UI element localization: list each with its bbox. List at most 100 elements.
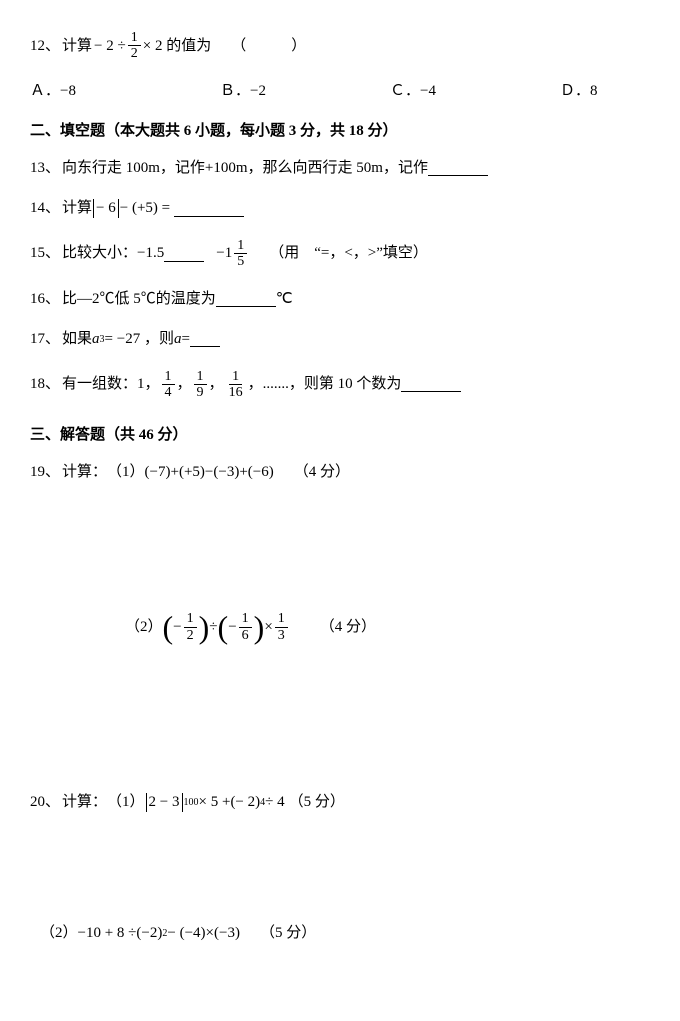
q20-abs: 2 − 3 [146, 793, 183, 813]
q17-var: a [92, 328, 100, 351]
q15-frac-den: 5 [234, 254, 247, 269]
q18-frac3: 1 16 [226, 369, 246, 401]
workspace-19-2 [30, 661, 650, 791]
q18-frac2: 1 9 [194, 369, 207, 401]
q13-text: 向东行走 100m，记作+100m，那么向西行走 50m，记作 [62, 157, 428, 180]
lparen2-icon: ( [218, 611, 229, 643]
section-2-header: 二、填空题（本大题共 6 小题，每小题 3 分，共 18 分） [30, 120, 650, 143]
q12-prefix: 计算 [62, 35, 92, 58]
q12-paren: （ ） [231, 35, 306, 58]
question-15: 15、 比较大小：−1.5 −1 1 5 （用 “=，<，>”填空） [30, 238, 650, 270]
section-3-header: 三、解答题（共 46 分） [30, 424, 650, 447]
q17-text1: 如果 [62, 328, 92, 351]
question-12: 12、 计算 − 2 ÷ 1 2 × 2 的值为 （ ） [30, 30, 650, 62]
question-14: 14、 计算 − 6 − (+5) = [30, 197, 650, 220]
minus-2: − [228, 616, 236, 639]
q20-p1-label: （1） [107, 791, 145, 814]
q19-f1d: 2 [184, 628, 197, 643]
q18-f3n: 1 [229, 369, 242, 385]
q14-text1: 计算 [62, 197, 92, 220]
q12-expr-b: × 2 的值为 [143, 35, 211, 58]
q14-blank [174, 201, 244, 217]
q19-label: 计算： [62, 461, 107, 484]
q18-blank [401, 376, 461, 392]
q19-p1-label: （1） [107, 461, 145, 484]
q14-abs: − 6 [93, 199, 119, 219]
q20-b: (− 2) [230, 791, 260, 814]
q20-p2-a: −10 + 8 ÷ [78, 922, 137, 945]
q12-number: 12、 [30, 35, 60, 58]
question-20-1: 20、 计算： （1） 2 − 3100 × 5 + (− 2)4 ÷ 4 （5… [30, 791, 650, 814]
q16-number: 16、 [30, 288, 60, 311]
q19-p2-label: （2） [125, 616, 163, 639]
q20-number: 20、 [30, 791, 60, 814]
q12-frac-num: 1 [128, 30, 141, 46]
rparen2-icon: ) [254, 611, 265, 643]
q13-number: 13、 [30, 157, 60, 180]
q15-text2: −1 [216, 242, 232, 265]
q12-choices: Ａ．−8 Ｂ．−2 Ｃ．−4 Ｄ．8 [30, 80, 650, 103]
question-19-2: （2） ( − 1 2 ) ÷ ( − 1 6 ) × 1 3 （4 分） [30, 611, 650, 643]
q17-text2: = −27 ，则 [105, 328, 174, 351]
q18-f1n: 1 [162, 369, 175, 385]
div-1: ÷ [209, 616, 217, 639]
q13-blank [428, 160, 488, 176]
q16-unit: ℃ [276, 288, 293, 311]
q18-number: 18、 [30, 373, 60, 396]
q20-p2-label: （2） [40, 922, 78, 945]
q18-comma2: ， [209, 373, 224, 396]
workspace-20-1 [30, 832, 650, 922]
q18-f1d: 4 [162, 385, 175, 400]
rparen-icon: ) [199, 611, 210, 643]
question-13: 13、 向东行走 100m，记作+100m，那么向西行走 50m，记作 [30, 157, 650, 180]
q20-p2-pts: （5 分） [260, 922, 316, 945]
q15-blank [164, 246, 204, 262]
question-19-1: 19、 计算： （1） (−7)+(+5)−(−3)+(−6) （4 分） [30, 461, 650, 484]
question-17: 17、 如果 a3 = −27 ，则 a = [30, 328, 650, 351]
q12-choice-a: Ａ．−8 [30, 80, 220, 103]
q20-tail: ÷ 4 [265, 791, 284, 814]
q16-text1: 比—2℃低 5℃的温度为 [62, 288, 216, 311]
q19-f1n: 1 [184, 611, 197, 627]
q14-number: 14、 [30, 197, 60, 220]
q19-f3d: 3 [275, 628, 288, 643]
q12-fraction: 1 2 [128, 30, 141, 62]
q15-text1: 比较大小：−1.5 [62, 242, 164, 265]
q15-frac-num: 1 [234, 238, 247, 254]
q17-number: 17、 [30, 328, 60, 351]
lparen-icon: ( [163, 611, 174, 643]
q15-text3: （用 “=，<，>”填空） [269, 242, 428, 265]
q12-choice-d: Ｄ．8 [560, 80, 640, 103]
q20-label: 计算： [62, 791, 107, 814]
q19-f2n: 1 [239, 611, 252, 627]
q12-choice-c: Ｃ．−4 [390, 80, 560, 103]
q12-frac-den: 2 [128, 46, 141, 61]
q20-p2-c: − (−4)×(−3) [167, 922, 240, 945]
q18-f2d: 9 [194, 385, 207, 400]
q15-fraction: 1 5 [234, 238, 247, 270]
q20-p1-pts: （5 分） [289, 791, 345, 814]
q17-text3: = [181, 328, 189, 351]
q19-p1-expr: (−7)+(+5)−(−3)+(−6) [145, 461, 274, 484]
q17-var2: a [174, 328, 182, 351]
question-18: 18、 有一组数：1， 1 4 ， 1 9 ， 1 16 ，.......，则第… [30, 369, 650, 401]
q12-expr-a: − 2 ÷ [94, 35, 126, 58]
q17-blank [190, 331, 220, 347]
q18-frac1: 1 4 [162, 369, 175, 401]
q19-p1-pts: （4 分） [294, 461, 350, 484]
q18-text2: ，.......，则第 10 个数为 [248, 373, 402, 396]
workspace-19-1 [30, 501, 650, 611]
q12-choice-b: Ｂ．−2 [220, 80, 390, 103]
q15-number: 15、 [30, 242, 60, 265]
q20-mid: × 5 + [199, 791, 231, 814]
q16-blank [216, 291, 276, 307]
q19-number: 19、 [30, 461, 60, 484]
q18-comma1: ， [177, 373, 192, 396]
minus-1: − [173, 616, 181, 639]
mul-1: × [264, 616, 272, 639]
q19-f2d: 6 [239, 628, 252, 643]
q14-text2: − (+5) = [120, 197, 170, 220]
q20-exp1: 100 [184, 795, 199, 810]
q19-frac3: 1 3 [275, 611, 288, 643]
q19-f3n: 1 [275, 611, 288, 627]
